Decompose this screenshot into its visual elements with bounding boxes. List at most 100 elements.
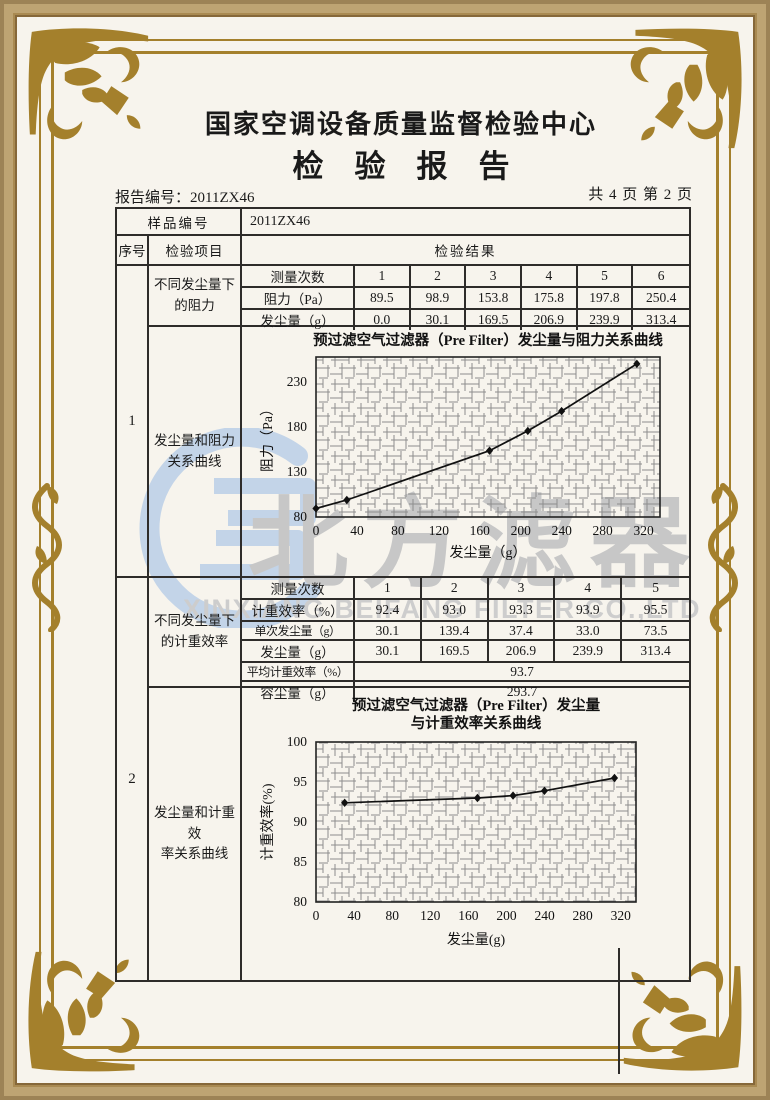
row-label: 测量次数	[242, 266, 355, 288]
efficiency-data-table: 测量次数 1 2 3 4 5 计重效率（%） 92.4 93.0 93.3 93…	[242, 578, 689, 702]
table-cell: 93.3	[488, 600, 556, 622]
header-row: 序号 检验项目 检验结果	[117, 236, 689, 266]
svg-text:80: 80	[294, 894, 308, 909]
table-cell: 139.4	[421, 622, 489, 641]
efficiency-chart-cell: 预过滤空气过滤器（Pre Filter）发尘量 与计重效率关系曲线 80 85 90 95…	[242, 688, 689, 980]
svg-text:160: 160	[470, 523, 491, 538]
table-cell: 92.4	[355, 600, 422, 622]
org-title: 国家空调设备质量监督检验中心	[204, 110, 597, 139]
svg-text:160: 160	[458, 908, 479, 923]
row-label: 单次发尘量（g）	[242, 622, 355, 641]
item-efficiency: 不同发尘量下 的计重效率	[149, 578, 240, 688]
table-cell: 169.5	[466, 310, 522, 330]
col-header-seq: 序号	[117, 236, 149, 264]
svg-text:80: 80	[294, 509, 308, 524]
table-cell: 4	[522, 266, 578, 288]
row-label: 发尘量（g）	[242, 641, 355, 663]
svg-text:40: 40	[350, 523, 364, 538]
svg-text:320: 320	[611, 908, 632, 923]
svg-text:85: 85	[294, 854, 308, 869]
svg-text:80: 80	[385, 908, 399, 923]
sample-value: 2011ZX46	[250, 213, 311, 229]
table-cell: 98.9	[410, 288, 467, 310]
avg-efficiency-value: 93.7	[355, 663, 689, 682]
svg-text:240: 240	[552, 523, 573, 538]
svg-text:230: 230	[287, 374, 308, 389]
table-cell: 197.8	[577, 288, 634, 310]
svg-text:发尘量(g): 发尘量(g)	[447, 932, 506, 948]
table-cell: 5	[577, 266, 634, 288]
table-cell: 3	[488, 578, 556, 600]
item-resistance: 不同发尘量下 的阻力	[149, 266, 240, 327]
svg-text:200: 200	[496, 908, 517, 923]
seq-number: 2	[117, 578, 149, 980]
svg-text:180: 180	[287, 419, 308, 434]
row-label: 容尘量（g）	[242, 682, 355, 702]
svg-text:280: 280	[593, 523, 614, 538]
efficiency-curve-chart: 预过滤空气过滤器（Pre Filter）发尘量 与计重效率关系曲线 80 85 90 95…	[252, 696, 682, 970]
row-label: 计重效率（%）	[242, 600, 355, 622]
item-efficiency-curve: 发尘量和计重效 率关系曲线	[154, 804, 235, 862]
row-label: 阻力（Pa）	[242, 288, 355, 310]
table-cell: 313.4	[645, 312, 677, 327]
table-cell: 1	[355, 578, 422, 600]
svg-text:240: 240	[534, 908, 555, 923]
table-cell: 153.8	[466, 288, 522, 310]
table-cell: 93.0	[421, 600, 489, 622]
result-column: 测量次数 1 2 3 4 5 6 阻力（Pa） 89.5 98.9 153.8 …	[242, 266, 689, 576]
section-efficiency: 2 不同发尘量下 的计重效率 发尘量和计重效 率关系曲线 测量次数 1 2 3 …	[117, 578, 689, 980]
item-column: 不同发尘量下 的阻力 发尘量和阻力 关系曲线	[149, 266, 242, 576]
table-cell: 206.9	[488, 641, 556, 663]
table-cell: 2	[421, 578, 489, 600]
row-label: 发尘量（g）	[242, 310, 355, 330]
table-cell: 30.1	[355, 641, 422, 663]
sample-label: 样品编号	[117, 209, 242, 234]
dust-capacity-value: 293.7	[506, 684, 538, 699]
table-cell: 33.0	[555, 622, 623, 641]
table-cell: 4	[555, 578, 623, 600]
svg-text:120: 120	[420, 908, 441, 923]
svg-text:90: 90	[294, 814, 308, 829]
svg-text:发尘量（g）: 发尘量（g）	[450, 545, 527, 561]
table-cell: 239.9	[555, 641, 623, 663]
svg-text:80: 80	[391, 523, 405, 538]
table-cell: 73.5	[622, 622, 689, 641]
seq-number: 1	[117, 266, 149, 576]
table-cell: 37.4	[488, 622, 556, 641]
table-cell: 5	[622, 578, 689, 600]
svg-text:120: 120	[429, 523, 450, 538]
report-number: 报告编号：2011ZX46	[115, 190, 255, 206]
table-cell: 6	[633, 266, 689, 288]
table-cell: 95.5	[622, 600, 689, 622]
svg-text:130: 130	[287, 464, 308, 479]
table-cell: 89.5	[355, 288, 411, 310]
col-header-result: 检验结果	[434, 244, 497, 259]
item-column: 不同发尘量下 的计重效率 发尘量和计重效 率关系曲线	[149, 578, 242, 980]
table-cell: 30.1	[411, 310, 467, 330]
table-cell: 169.5	[421, 641, 489, 663]
svg-text:95: 95	[294, 774, 308, 789]
svg-text:0: 0	[313, 908, 320, 923]
table-cell: 250.4	[633, 288, 689, 310]
svg-text:320: 320	[633, 523, 654, 538]
table-cell: 239.9	[578, 310, 634, 330]
svg-text:280: 280	[573, 908, 594, 923]
table-cell: 1	[355, 266, 411, 288]
svg-text:计重效率(%): 计重效率(%)	[259, 783, 276, 860]
svg-text:阻力（Pa）: 阻力（Pa）	[260, 402, 276, 472]
result-column: 测量次数 1 2 3 4 5 计重效率（%） 92.4 93.0 93.3 93…	[242, 578, 689, 980]
sample-row: 样品编号 2011ZX46	[117, 209, 689, 236]
table-cell: 30.1	[355, 622, 422, 641]
page-count: 共 4 页 第 2 页	[588, 187, 693, 203]
col-header-item: 检验项目	[149, 236, 242, 264]
svg-text:100: 100	[287, 734, 308, 749]
table-cell: 0.0	[355, 310, 411, 330]
svg-text:200: 200	[511, 523, 532, 538]
resistance-chart-cell: 预过滤空气过滤器（Pre Filter）发尘量与阻力关系曲线 80 130 180 23…	[242, 327, 689, 576]
table-cell: 175.8	[522, 288, 578, 310]
table-cell: 206.9	[522, 310, 578, 330]
report-title: 检 验 报 告	[292, 149, 510, 184]
svg-text:预过滤空气过滤器（Pre Filter）发尘量与阻力关系曲线: 预过滤空气过滤器（Pre Filter）发尘量与阻力关系曲线	[313, 331, 663, 349]
item-resistance-curve: 发尘量和阻力 关系曲线	[154, 432, 235, 469]
